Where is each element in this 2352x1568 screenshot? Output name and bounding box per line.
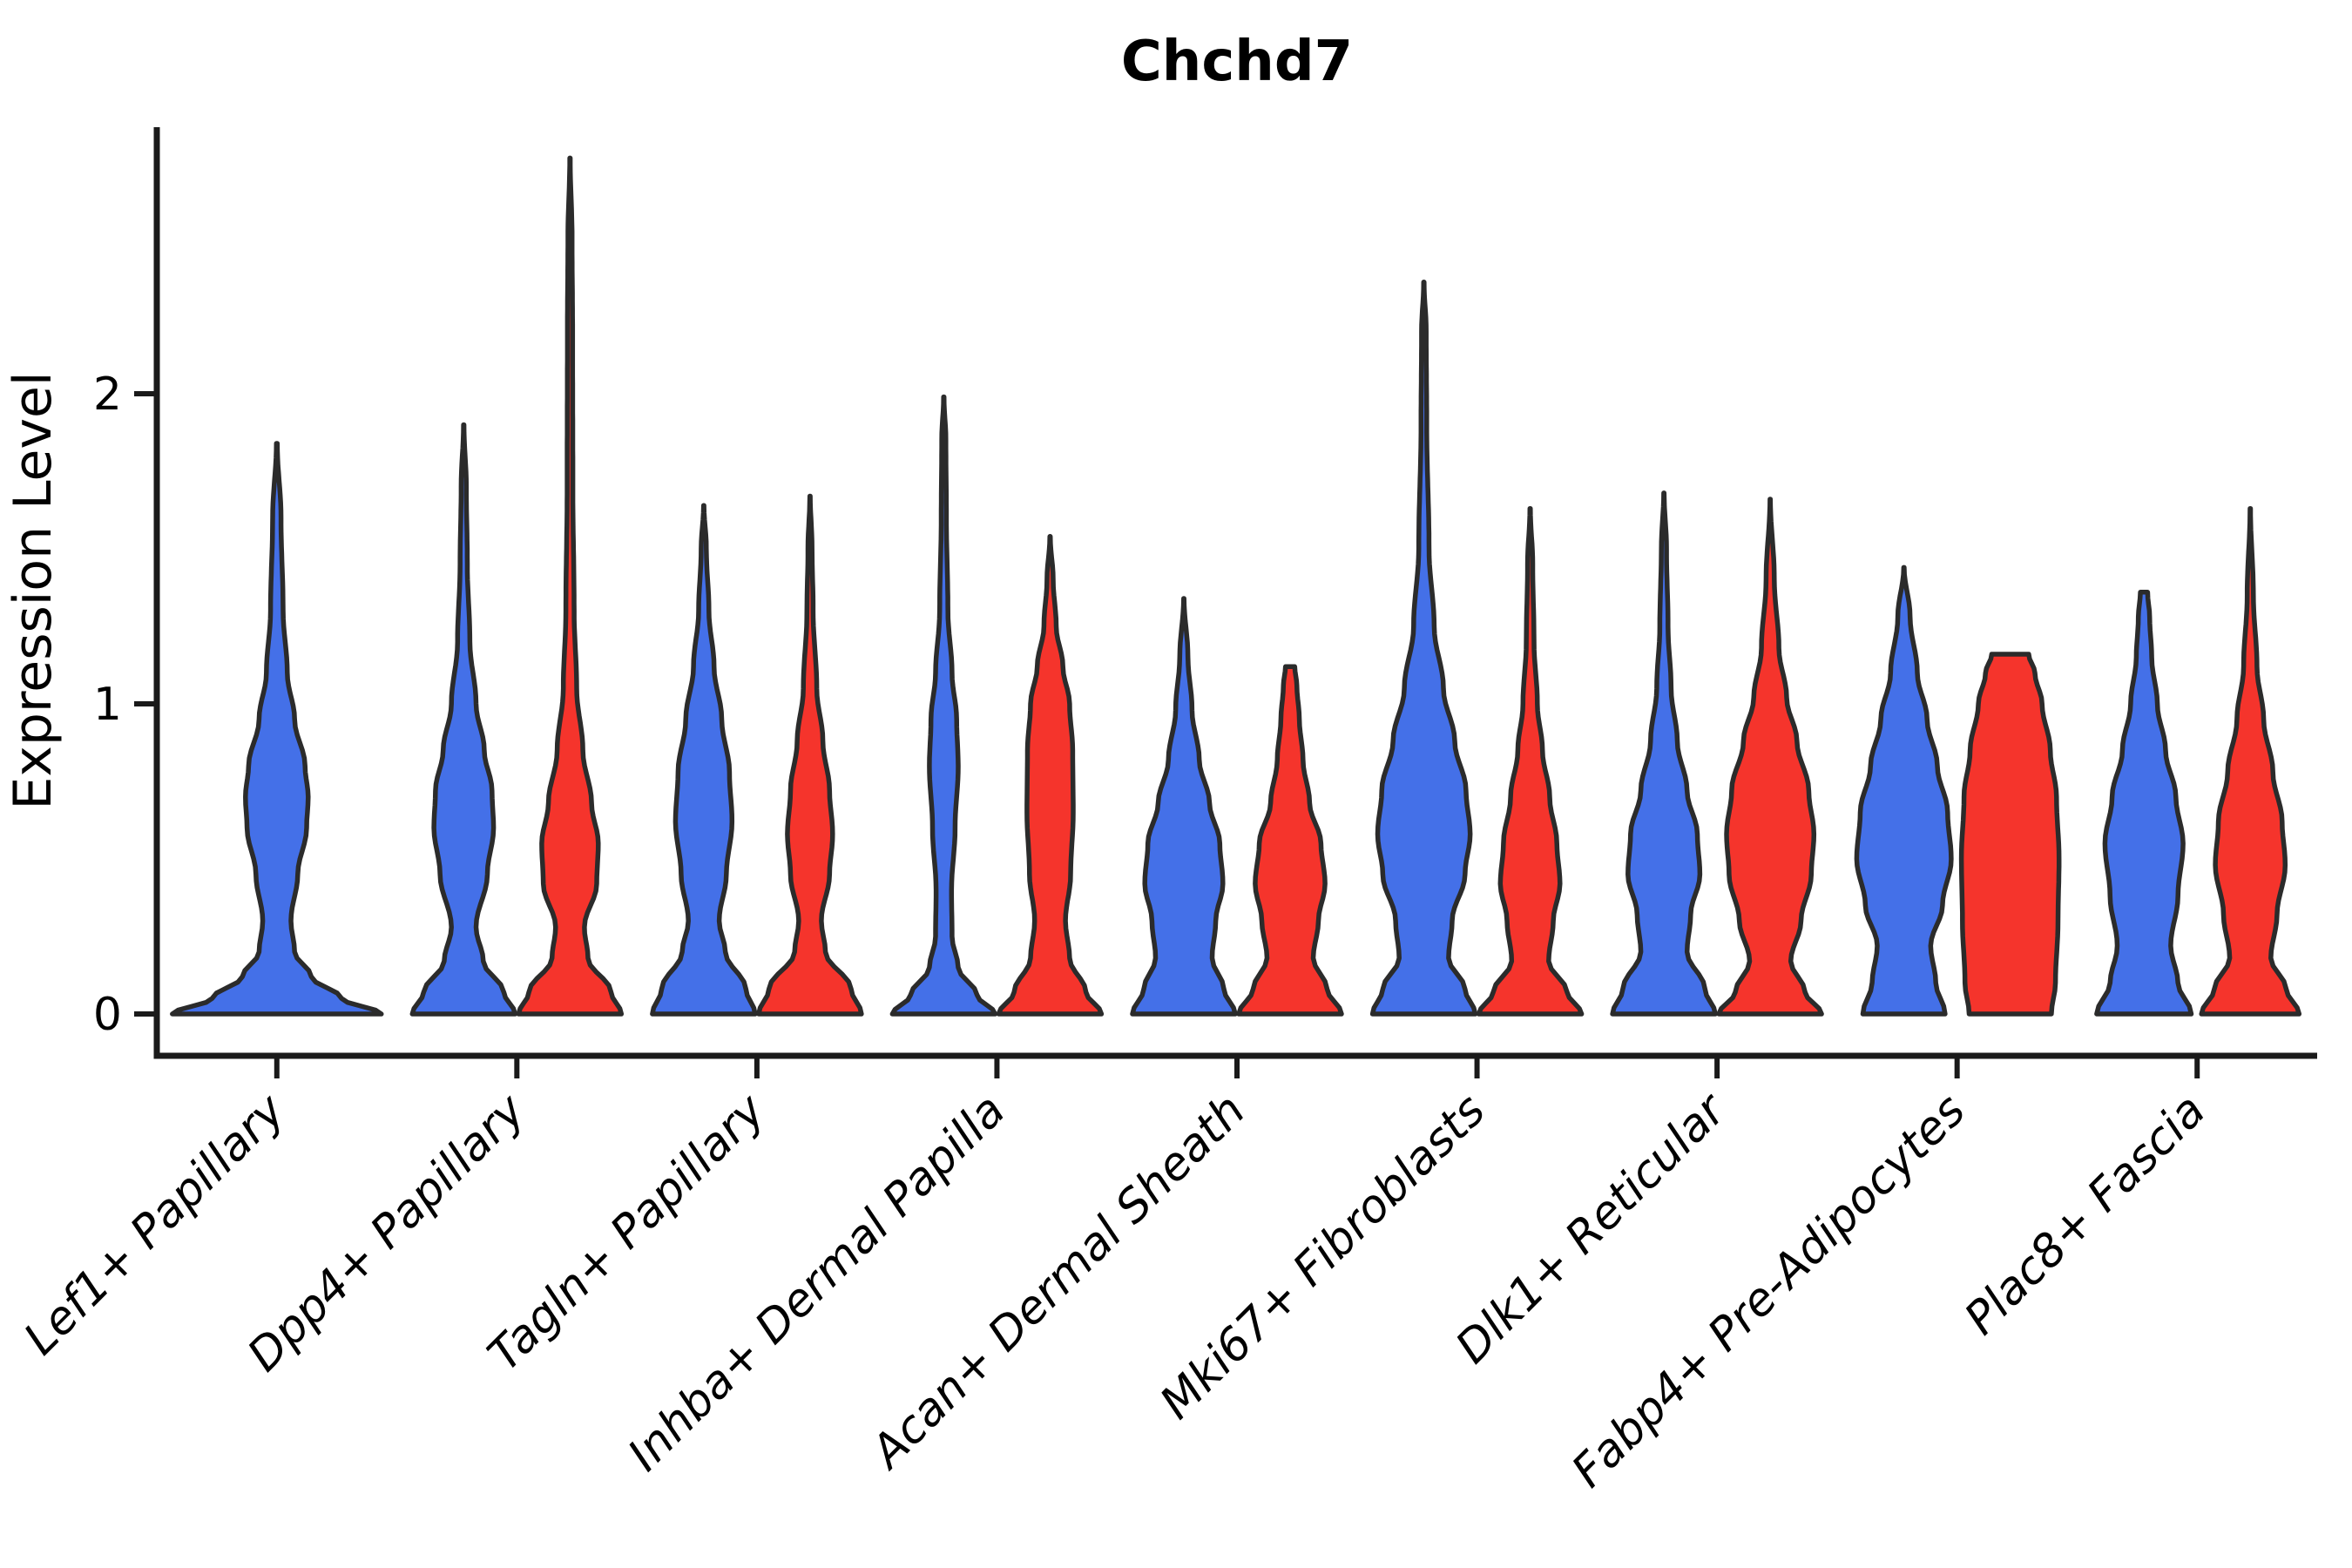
y-tick-label: 2 (93, 368, 122, 421)
violin-dlk1-red (1716, 497, 1824, 1017)
y-axis-label: Expression Level (3, 371, 64, 809)
violin-tagln-red (756, 493, 864, 1017)
violin-plac8-red (2199, 505, 2302, 1017)
chart-title: Chchd7 (1121, 30, 1353, 94)
violin-mki67-blue (1369, 280, 1478, 1017)
violin-mki67-red (1476, 505, 1585, 1017)
violins-layer (170, 155, 2302, 1017)
x-tick-label-lef1: Lef1+ Papillary (14, 1084, 295, 1365)
violin-plac8-blue (2094, 590, 2194, 1017)
x-tick-label-fabp4: Fabp4+ Pre-Adipocytes (1562, 1085, 1976, 1498)
x-tick-label-plac8: Plac8+ Fascia (1955, 1085, 2215, 1345)
violin-acan-red (1236, 664, 1344, 1017)
violin-acan-blue (1130, 596, 1238, 1017)
violin-dlk1-blue (1610, 490, 1718, 1017)
y-tick-label: 0 (93, 989, 122, 1041)
violin-lef1-blue (170, 441, 384, 1017)
violin-fabp4-blue (1854, 564, 1954, 1017)
y-tick-label: 1 (93, 679, 122, 731)
violin-dpp4-red (516, 155, 625, 1017)
violin-inhba-blue (889, 394, 998, 1017)
violin-tagln-blue (650, 503, 758, 1017)
violin-inhba-red (996, 534, 1105, 1017)
violin-dpp4-blue (409, 422, 518, 1017)
violin-fabp4-red (1958, 652, 2062, 1017)
